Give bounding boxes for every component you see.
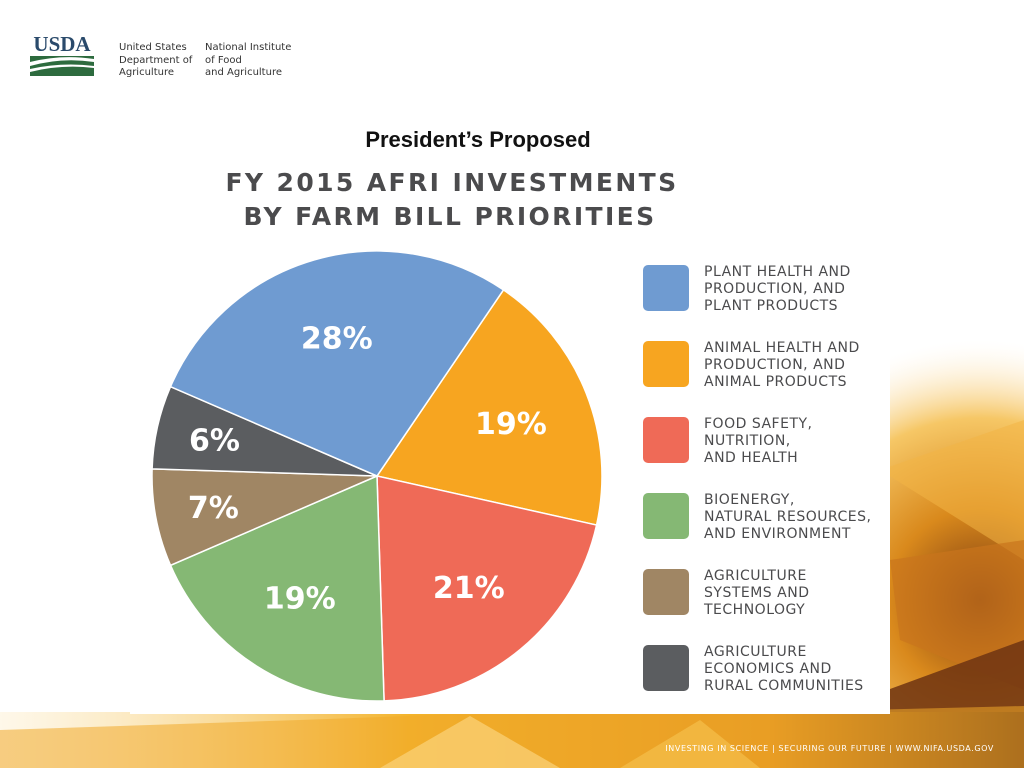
legend-label-line: FOOD SAFETY, [704,416,813,432]
agency-line: and Agriculture [205,67,282,78]
legend-swatch [643,569,689,615]
legend-swatch [643,341,689,387]
legend-label-line: PRODUCTION, AND [704,357,846,373]
legend-label-line: PLANT HEALTH AND [704,264,851,280]
footer-tagline: INVESTING IN SCIENCE | SECURING OUR FUTU… [665,744,994,753]
agency-name-usda: United States Department of Agriculture [119,42,192,80]
slide-subtitle: President’s Proposed [365,127,591,152]
legend-item-animal: ANIMAL HEALTH AND PRODUCTION, AND ANIMAL P… [643,340,883,390]
legend-label-line: RURAL COMMUNITIES [704,678,864,694]
legend-label: PLANT HEALTH AND PRODUCTION, AND PLANT PRO… [704,264,851,315]
legend-label: AGRICULTURE ECONOMICS AND RURAL COMMUNITIE… [704,644,864,695]
legend-item-systems: AGRICULTURE SYSTEMS AND TECHNOLOGY [643,568,883,618]
legend-label-line: AGRICULTURE [704,568,807,584]
chart-title-line: BY FARM BILL PRIORITIES [243,202,657,231]
legend-label-line: AND HEALTH [704,450,799,466]
pie-label-bioenergy: 19% [264,582,336,617]
legend-label: BIOENERGY, NATURAL RESOURCES, AND ENVIRONM… [704,492,871,543]
pie-slice-plant [169,250,505,477]
agency-line: of Food [205,54,242,66]
pie-label-plant: 28% [301,322,373,357]
legend-swatch [643,493,689,539]
legend-label: ANIMAL HEALTH AND PRODUCTION, AND ANIMAL P… [704,340,860,391]
pie-label-food: 21% [433,571,505,606]
legend-label-line: NUTRITION, [704,433,791,449]
legend-item-bioenergy: BIOENERGY, NATURAL RESOURCES, AND ENVIRONM… [643,492,883,542]
legend-swatch [643,645,689,691]
legend-swatch [643,265,689,311]
pie-label-economics: 6% [189,424,240,459]
svg-text:USDA: USDA [33,32,91,56]
pie-chart: 19% 21% 19% 7% 6% 28% [151,250,603,702]
agency-line: Department of [119,54,193,66]
agency-line: Agriculture [119,67,174,78]
legend-item-plant: PLANT HEALTH AND PRODUCTION, AND PLANT PRO… [643,264,883,314]
legend-label-line: NATURAL RESOURCES, [704,509,872,525]
pie-label-systems: 7% [188,491,239,526]
legend-item-economics: AGRICULTURE ECONOMICS AND RURAL COMMUNITIE… [643,644,883,694]
legend-label-line: AND ENVIRONMENT [704,526,851,542]
pie-slice-animal [375,288,603,526]
legend-label: AGRICULTURE SYSTEMS AND TECHNOLOGY [704,568,809,619]
legend-label-line: PLANT PRODUCTS [704,298,839,314]
legend-label-line: ECONOMICS AND [704,661,832,677]
legend-item-food: FOOD SAFETY, NUTRITION, AND HEALTH [643,416,883,466]
chart-panel: FY 2015 AFRI INVESTMENTS BY FARM BILL PR… [130,162,890,714]
usda-logo: USDA [30,32,94,76]
agency-line: National Institute [205,42,292,53]
pie-slice-bioenergy [169,474,385,702]
legend-label-line: BIOENERGY, [704,492,795,508]
pie-label-animal: 19% [475,407,547,442]
agency-name-nifa: National Institute of Food and Agricultu… [205,42,291,80]
legend-label-line: SYSTEMS AND [704,585,810,601]
agency-line: United States [119,42,187,53]
legend-label-line: ANIMAL HEALTH AND [704,340,860,356]
legend-label-line: TECHNOLOGY [704,602,806,618]
pie-slice-food [376,475,598,702]
legend-label-line: ANIMAL PRODUCTS [704,374,848,390]
legend-label: FOOD SAFETY, NUTRITION, AND HEALTH [704,416,813,467]
chart-title-line: FY 2015 AFRI INVESTMENTS [225,168,679,197]
legend-swatch [643,417,689,463]
legend-label-line: AGRICULTURE [704,644,807,660]
legend-label-line: PRODUCTION, AND [704,281,846,297]
